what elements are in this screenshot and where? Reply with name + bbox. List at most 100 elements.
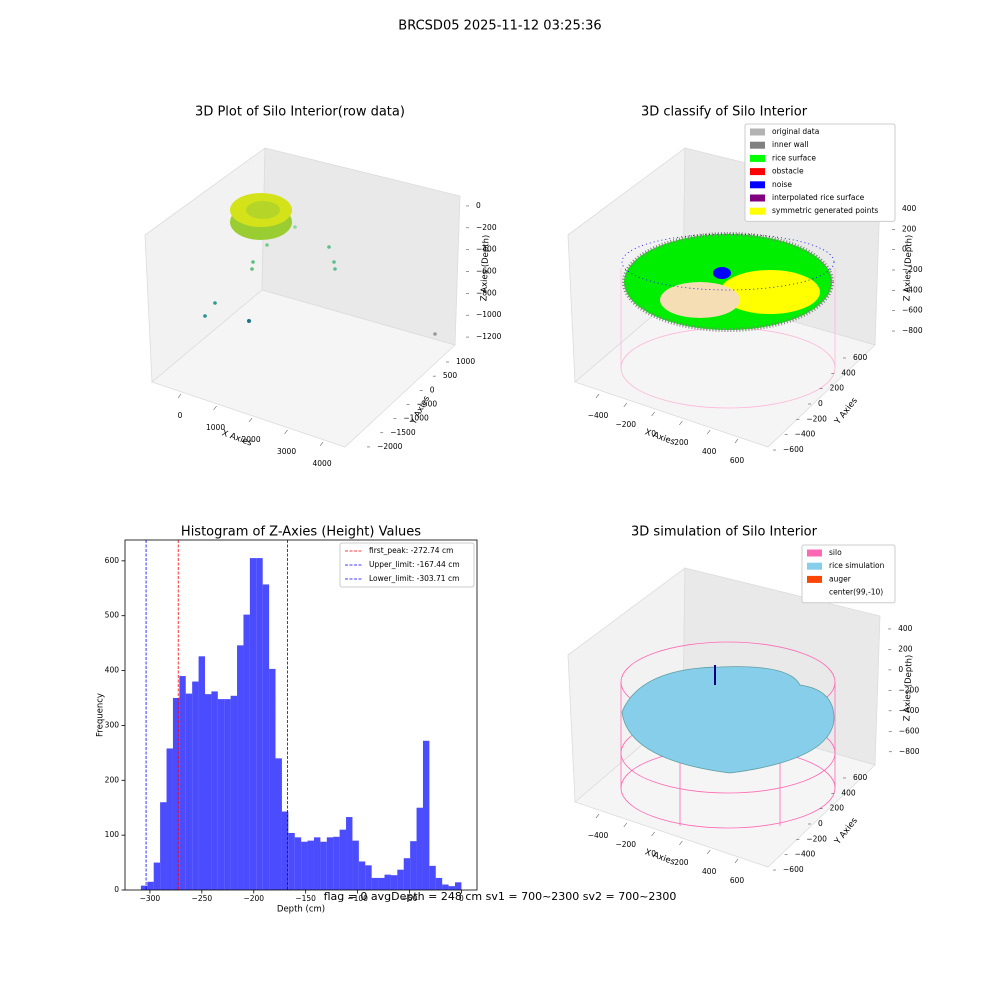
bar — [435, 877, 443, 890]
legend-label: first_peak: -272.74 cm — [369, 546, 453, 555]
point — [327, 245, 331, 249]
tick-mark — [734, 858, 739, 864]
y-tick-label: −200 — [806, 414, 827, 423]
x-tick-label: −200 — [615, 840, 636, 849]
bar — [455, 882, 462, 890]
legend-label: original data — [772, 127, 819, 136]
bar — [140, 885, 148, 890]
x-tick-label: 0 — [651, 429, 656, 438]
tick-mark — [679, 420, 683, 426]
z-tick-label: −400 — [902, 285, 923, 294]
point — [293, 225, 297, 229]
y-tick-label: 0 — [114, 885, 119, 894]
z-tick-label: −600 — [476, 267, 497, 276]
tick-mark — [177, 393, 182, 399]
tick-mark — [679, 840, 683, 846]
bar — [352, 840, 359, 890]
point — [250, 267, 254, 271]
tick-mark — [623, 822, 628, 828]
bar — [448, 886, 456, 890]
z-tick-label: −800 — [476, 288, 497, 297]
tick-mark — [248, 417, 253, 423]
pane — [151, 289, 456, 448]
legend-box — [339, 542, 475, 588]
legend-label: symmetric generated points — [772, 206, 878, 215]
panes-1 — [144, 147, 461, 448]
z-tick-label: −600 — [902, 306, 923, 315]
x-tick-label: 200 — [674, 438, 689, 447]
x-tick-label: 2000 — [242, 435, 261, 444]
y-tick-label: 600 — [105, 556, 120, 565]
tick-mark — [651, 411, 655, 417]
legend-label: auger — [829, 574, 852, 583]
bar — [358, 861, 366, 890]
x-tick-label: −150 — [295, 894, 316, 903]
bar — [429, 865, 436, 890]
bar — [371, 877, 379, 890]
x-tick-label: −50 — [402, 894, 418, 903]
panel-title: 3D classify of Silo Interior — [641, 105, 808, 120]
legend-label: interpolated rice surface — [772, 193, 865, 202]
y-tick-label: 400 — [841, 788, 856, 797]
legend-label: silo — [829, 548, 842, 557]
simulation — [620, 641, 836, 829]
legend-label: center(99,-10) — [829, 588, 883, 597]
x-tick-label: −400 — [588, 831, 609, 840]
legend-box — [801, 544, 896, 604]
legend-swatch — [750, 128, 765, 136]
z-tick-label: −1000 — [476, 310, 502, 319]
z-tick-label: 0 — [902, 245, 907, 254]
tick-mark — [595, 393, 600, 399]
y-tick-label: −1000 — [403, 414, 429, 423]
legend-label: Upper_limit: -167.44 cm — [369, 560, 460, 569]
y-tick-label: 1000 — [456, 357, 475, 366]
bar — [237, 645, 244, 890]
bar — [185, 693, 193, 890]
legend-swatch — [750, 154, 765, 162]
z-tick-label: −600 — [899, 726, 920, 735]
y-tick-label: −200 — [806, 834, 827, 843]
z-axis-label: Z Axies (Depth) — [902, 655, 914, 722]
point — [213, 301, 217, 305]
tick-mark — [734, 438, 739, 444]
x-tick-label: −100 — [347, 894, 368, 903]
y-tick-label: 100 — [105, 830, 120, 839]
y-tick-label: 200 — [830, 804, 845, 813]
bar — [378, 877, 385, 890]
x-tick-label: −300 — [140, 894, 161, 903]
point — [265, 243, 269, 247]
x-tick-label: 3000 — [277, 447, 296, 456]
bar — [249, 558, 257, 890]
y-tick-label: 0 — [818, 819, 823, 828]
bar — [192, 681, 199, 890]
x-tick-label: 0 — [651, 849, 656, 858]
legend-label: rice surface — [772, 153, 816, 162]
legend-swatch — [807, 575, 822, 583]
y-tick-label: −600 — [783, 445, 804, 454]
legend-swatch — [750, 181, 765, 189]
y-tick-label: 0 — [818, 399, 823, 408]
bar — [198, 656, 205, 890]
tick-mark — [319, 441, 324, 447]
z-tick-label: −200 — [902, 265, 923, 274]
panel-title: 3D Plot of Silo Interior(row data) — [195, 105, 405, 120]
bar — [403, 858, 411, 890]
legend-swatch — [750, 194, 765, 202]
y-tick-label: 200 — [830, 384, 845, 393]
bar — [333, 836, 340, 890]
pane — [574, 289, 876, 448]
bar — [339, 829, 347, 890]
tick-mark — [284, 429, 288, 435]
tick-mark — [706, 429, 711, 435]
y-tick-label: 500 — [105, 611, 120, 620]
bar — [307, 840, 314, 890]
bar — [204, 694, 212, 890]
legend-swatch — [807, 549, 822, 557]
y-tick-label: −400 — [795, 850, 816, 859]
bar — [147, 881, 154, 890]
bar — [313, 837, 321, 890]
x-axis-label: Depth (cm) — [277, 905, 325, 915]
bar — [166, 748, 173, 890]
bar — [397, 869, 404, 890]
bar — [224, 699, 231, 890]
